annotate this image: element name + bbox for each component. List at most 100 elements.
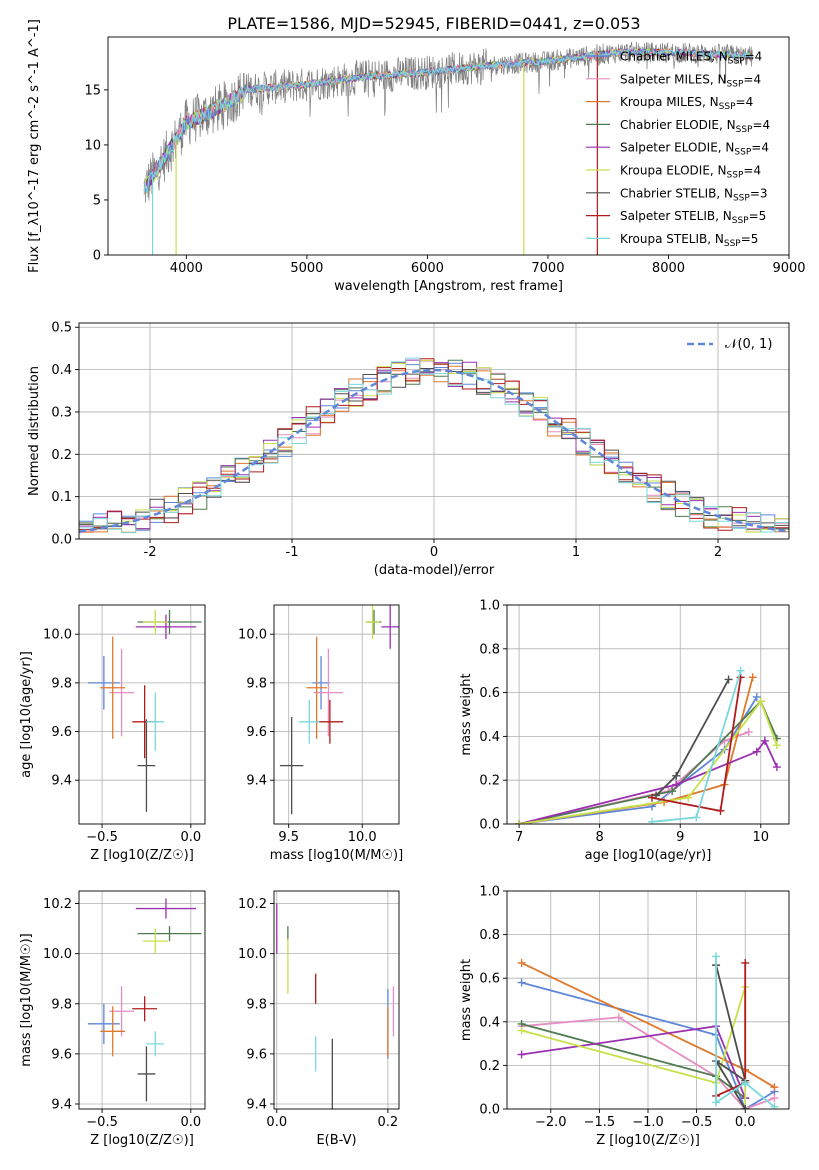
- x-tick-label: 4000: [170, 261, 203, 276]
- y-tick-label: 10.0: [43, 947, 72, 962]
- age_vs_mass-plot-area: [279, 605, 399, 815]
- plus-marker: [752, 747, 761, 756]
- y-tick-label: 0.8: [479, 928, 500, 943]
- plus-marker: [712, 952, 721, 961]
- y-tick-label: 9.4: [51, 1097, 72, 1112]
- x-tick-label: 5000: [290, 261, 323, 276]
- y-tick-label: 0.4: [479, 1015, 500, 1030]
- legend-entry: Kroupa STELIB, NSSP=5: [620, 232, 758, 249]
- x-tick-label: −0.5: [86, 830, 118, 845]
- plus-marker: [741, 1078, 750, 1087]
- y-tick-label: 0.2: [479, 774, 500, 789]
- plus-marker: [648, 793, 657, 802]
- residuals-y-axis-label: Normed distribution: [27, 366, 42, 496]
- age_vs_Z-plot-area: [87, 609, 202, 812]
- normal-reference-curve: [79, 368, 789, 533]
- x-tick-label: 0.0: [266, 1115, 287, 1130]
- mass_vs_Z-x-axis-label: Z [log10(Z/Z☉)]: [90, 1133, 194, 1148]
- y-tick-label: 9.8: [246, 676, 267, 691]
- figure-title: PLATE=1586, MJD=52945, FIBERID=0441, z=0…: [227, 14, 640, 33]
- errorbar-point-kroupa_stelib: [146, 692, 165, 751]
- y-tick-label: 0.2: [479, 1059, 500, 1074]
- y-tick-label: 10: [84, 138, 101, 153]
- y-tick-label: 9.6: [51, 725, 72, 740]
- plus-marker: [772, 741, 781, 750]
- model-spectrum-kroupa_stelib: [143, 47, 753, 195]
- plus-marker: [716, 806, 725, 815]
- errorbar-point-chabrier_stelib: [137, 1046, 156, 1102]
- plus-marker: [748, 673, 757, 682]
- mass_vs_Z-axes: −0.5 0.0 9.4 9.6 9.8 10.0 10.2 Z [log10(Z/Z☉)] m…: [19, 890, 206, 1148]
- y-tick-label: 0.4: [479, 730, 500, 745]
- mass_vs_Z-frame: [78, 890, 206, 1110]
- legend-entry: Chabrier MILES, NSSP=4: [620, 50, 762, 67]
- plus-marker: [724, 675, 733, 684]
- massweight_vs_Z-plot-area: [517, 952, 779, 1109]
- legend-entry: Kroupa MILES, NSSP=4: [620, 95, 753, 112]
- massweight_vs_age-y-axis-label: mass weight: [459, 673, 474, 755]
- y-tick-label: 0.3: [51, 405, 72, 420]
- plus-marker: [772, 763, 781, 772]
- x-tick-label: -1: [286, 545, 299, 560]
- x-tick-label: 10: [753, 830, 770, 845]
- mass-weight-line-kroupa_elodie: [518, 699, 778, 824]
- errorbar-point-kroupa_elodie: [142, 609, 168, 635]
- y-tick-label: 0.6: [479, 686, 500, 701]
- age_vs_mass-x-axis-label: mass [log10(M/M☉)]: [270, 848, 403, 863]
- mass-weight-line-kroupa_stelib: [715, 956, 775, 1108]
- x-tick-label: 0.0: [180, 1115, 201, 1130]
- plus-marker: [648, 817, 657, 824]
- x-tick-label: 0.2: [378, 1115, 399, 1130]
- model-spectrum-salpeter_miles: [143, 47, 754, 193]
- y-tick-label: 9.4: [246, 1097, 267, 1112]
- y-tick-label: 9.6: [51, 1047, 72, 1062]
- massweight_vs_age-axes: 7 8 9 10 0.0 0.2 0.4 0.6 0.8 1.0 age [log10(age/yr…: [459, 599, 790, 863]
- x-tick-label: 2: [714, 545, 722, 560]
- errorbar-point-kroupa_miles: [100, 1006, 126, 1057]
- mass-weight-line-salpeter_elodie: [521, 1025, 747, 1099]
- y-tick-label: 10.0: [238, 947, 267, 962]
- massweight_vs_Z-y-axis-label: mass weight: [459, 959, 474, 1041]
- mass_vs_ebv-x-axis-label: E(B-V): [316, 1133, 356, 1148]
- errorbar-point-kroupa_miles: [100, 636, 126, 739]
- spectrum-frame: [107, 36, 790, 256]
- y-tick-label: 10.0: [43, 628, 72, 643]
- errorbar-point-salpeter_elodie: [135, 614, 197, 640]
- errorbar-point-chabrier_stelib: [279, 716, 304, 815]
- x-tick-label: 0.0: [735, 1115, 756, 1130]
- errorbar-point-salpeter_stelib: [316, 699, 344, 744]
- y-tick-label: 9.8: [51, 997, 72, 1012]
- y-tick-label: 0.6: [479, 972, 500, 987]
- plus-marker: [770, 1083, 779, 1092]
- age_vs_Z-frame: [78, 604, 206, 825]
- massweight_vs_age-frame: [506, 604, 790, 825]
- age_vs_Z-x-axis-label: Z [log10(Z/Z☉)]: [90, 848, 194, 863]
- x-tick-label: −0.5: [681, 1115, 713, 1130]
- plus-marker: [672, 771, 681, 780]
- errorbar-point-salpeter_elodie: [381, 605, 399, 649]
- mass-weight-line-chabrier_elodie: [518, 699, 778, 824]
- y-tick-label: 0: [93, 249, 101, 264]
- legend-entry: Kroupa ELODIE, NSSP=4: [620, 164, 761, 181]
- plus-marker: [744, 728, 753, 737]
- legend-entry: Salpeter ELODIE, NSSP=4: [620, 141, 769, 158]
- x-tick-label: 9000: [772, 261, 805, 276]
- errorbar-point-kroupa_elodie: [142, 928, 168, 954]
- x-tick-label: 10.0: [348, 830, 377, 845]
- legend-entry: Salpeter STELIB, NSSP=5: [620, 209, 766, 226]
- massweight_vs_Z-axes: −2.0 −1.5 −1.0 −0.5 0.0 0.0 0.2 0.4 0.6 0.8 1.0 Z […: [459, 885, 790, 1148]
- plus-marker: [614, 1013, 623, 1022]
- y-tick-label: 10.0: [238, 628, 267, 643]
- plus-marker: [770, 1094, 779, 1103]
- mass-weight-line-kroupa_elodie: [521, 986, 747, 1109]
- y-tick-label: 9.4: [51, 774, 72, 789]
- y-tick-label: 0.5: [51, 321, 72, 336]
- massweight_vs_age-x-axis-label: age [log10(age/yr)]: [585, 848, 712, 863]
- y-tick-label: 1.0: [479, 599, 500, 614]
- plus-marker: [741, 1105, 750, 1109]
- y-tick-label: 0.0: [479, 818, 500, 833]
- legend-entry: Salpeter MILES, NSSP=4: [620, 72, 761, 89]
- spectrum-y-axis-label: Flux [f_λ10^-17 erg cm^-2 s^-1 A^-1]: [27, 19, 42, 273]
- plus-marker: [517, 958, 526, 967]
